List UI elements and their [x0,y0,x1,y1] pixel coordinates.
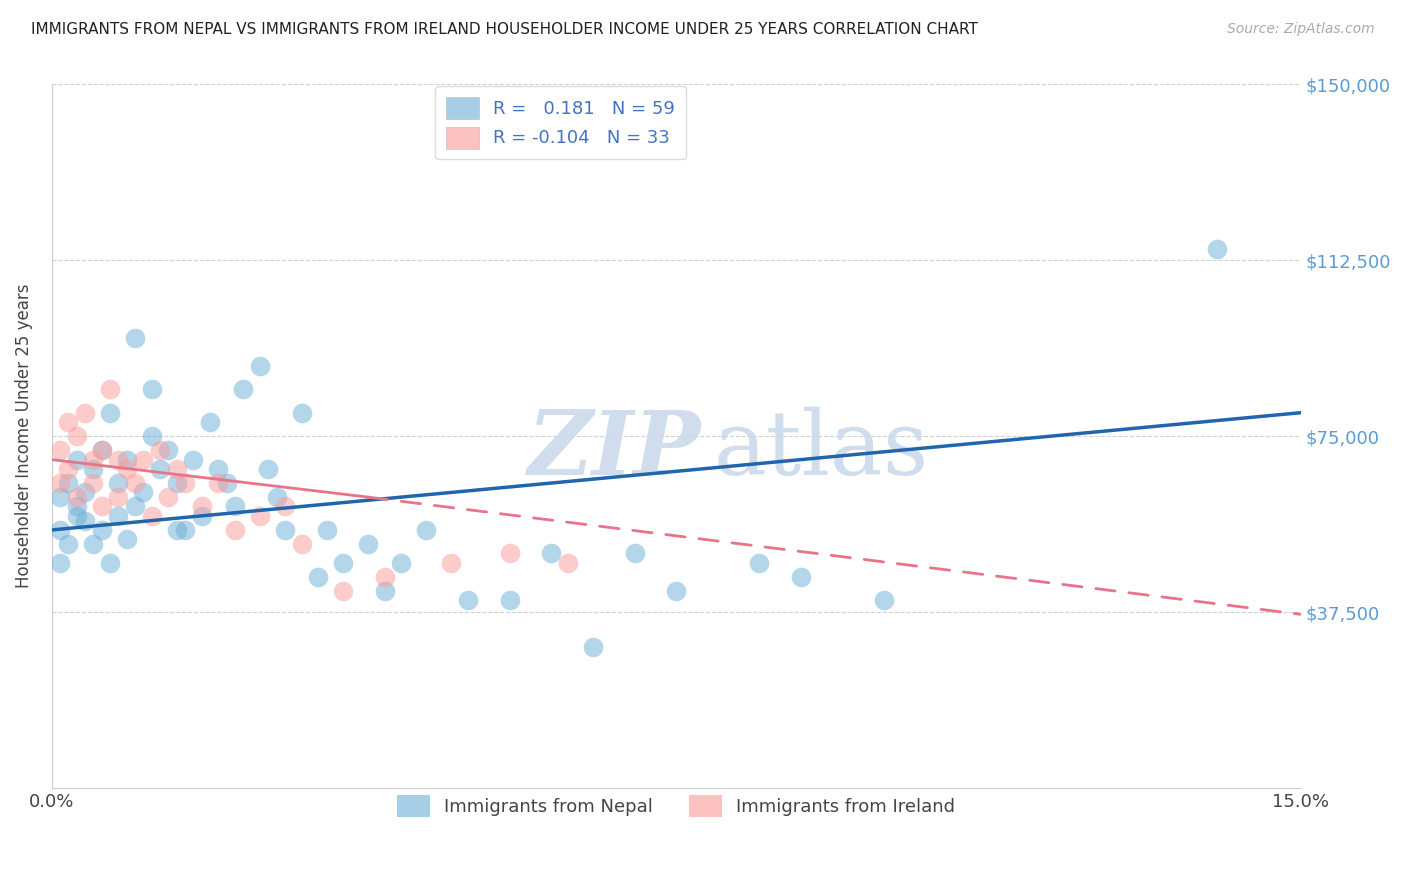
Point [332,556,354,570]
Point [499,546,522,560]
Point [290,537,312,551]
Point [224,500,246,514]
Point [98,382,121,396]
Point [157,490,180,504]
Point [207,476,229,491]
Point [665,583,688,598]
Point [215,476,238,491]
Point [149,443,172,458]
Point [141,429,163,443]
Point [66,452,89,467]
Point [190,500,212,514]
Point [49,556,72,570]
Point [124,331,146,345]
Point [141,508,163,523]
Point [58,537,80,551]
Point [440,556,463,570]
Point [166,476,188,491]
Y-axis label: Householder Income Under 25 years: Householder Income Under 25 years [15,284,32,589]
Point [557,556,579,570]
Point [132,452,155,467]
Point [457,593,479,607]
Point [98,406,121,420]
Point [181,452,204,467]
Text: Source: ZipAtlas.com: Source: ZipAtlas.com [1227,22,1375,37]
Point [315,523,337,537]
Point [141,382,163,396]
Point [73,406,96,420]
Point [115,452,138,467]
Point [274,500,297,514]
Point [198,415,221,429]
Point [66,508,89,523]
Point [499,593,522,607]
Point [73,485,96,500]
Point [66,500,89,514]
Point [415,523,437,537]
Point [266,490,288,504]
Point [90,443,112,458]
Text: ZIP: ZIP [527,407,702,493]
Point [357,537,380,551]
Point [157,443,180,458]
Point [82,452,104,467]
Point [82,462,104,476]
Point [274,523,297,537]
Point [124,476,146,491]
Point [58,476,80,491]
Point [115,462,138,476]
Point [582,640,605,655]
Point [224,523,246,537]
Point [82,476,104,491]
Point [107,508,129,523]
Point [307,570,329,584]
Point [232,382,254,396]
Point [174,476,197,491]
Point [90,443,112,458]
Point [90,523,112,537]
Point [623,546,645,560]
Point [49,443,72,458]
Point [66,429,89,443]
Point [49,523,72,537]
Point [257,462,280,476]
Point [332,583,354,598]
Point [82,537,104,551]
Point [73,514,96,528]
Legend: Immigrants from Nepal, Immigrants from Ireland: Immigrants from Nepal, Immigrants from I… [389,789,962,824]
Point [249,508,271,523]
Text: atlas: atlas [714,407,929,494]
Point [207,462,229,476]
Point [290,406,312,420]
Text: IMMIGRANTS FROM NEPAL VS IMMIGRANTS FROM IRELAND HOUSEHOLDER INCOME UNDER 25 YEA: IMMIGRANTS FROM NEPAL VS IMMIGRANTS FROM… [31,22,977,37]
Point [90,500,112,514]
Point [166,523,188,537]
Point [540,546,562,560]
Point [174,523,197,537]
Point [49,490,72,504]
Point [132,485,155,500]
Point [49,476,72,491]
Point [107,490,129,504]
Point [98,556,121,570]
Point [790,570,813,584]
Point [374,583,396,598]
Point [873,593,896,607]
Point [149,462,172,476]
Point [115,533,138,547]
Point [107,476,129,491]
Point [249,359,271,373]
Point [1206,242,1229,256]
Point [124,500,146,514]
Point [58,462,80,476]
Point [107,452,129,467]
Point [374,570,396,584]
Point [391,556,413,570]
Point [190,508,212,523]
Point [58,415,80,429]
Point [748,556,770,570]
Point [66,490,89,504]
Point [166,462,188,476]
